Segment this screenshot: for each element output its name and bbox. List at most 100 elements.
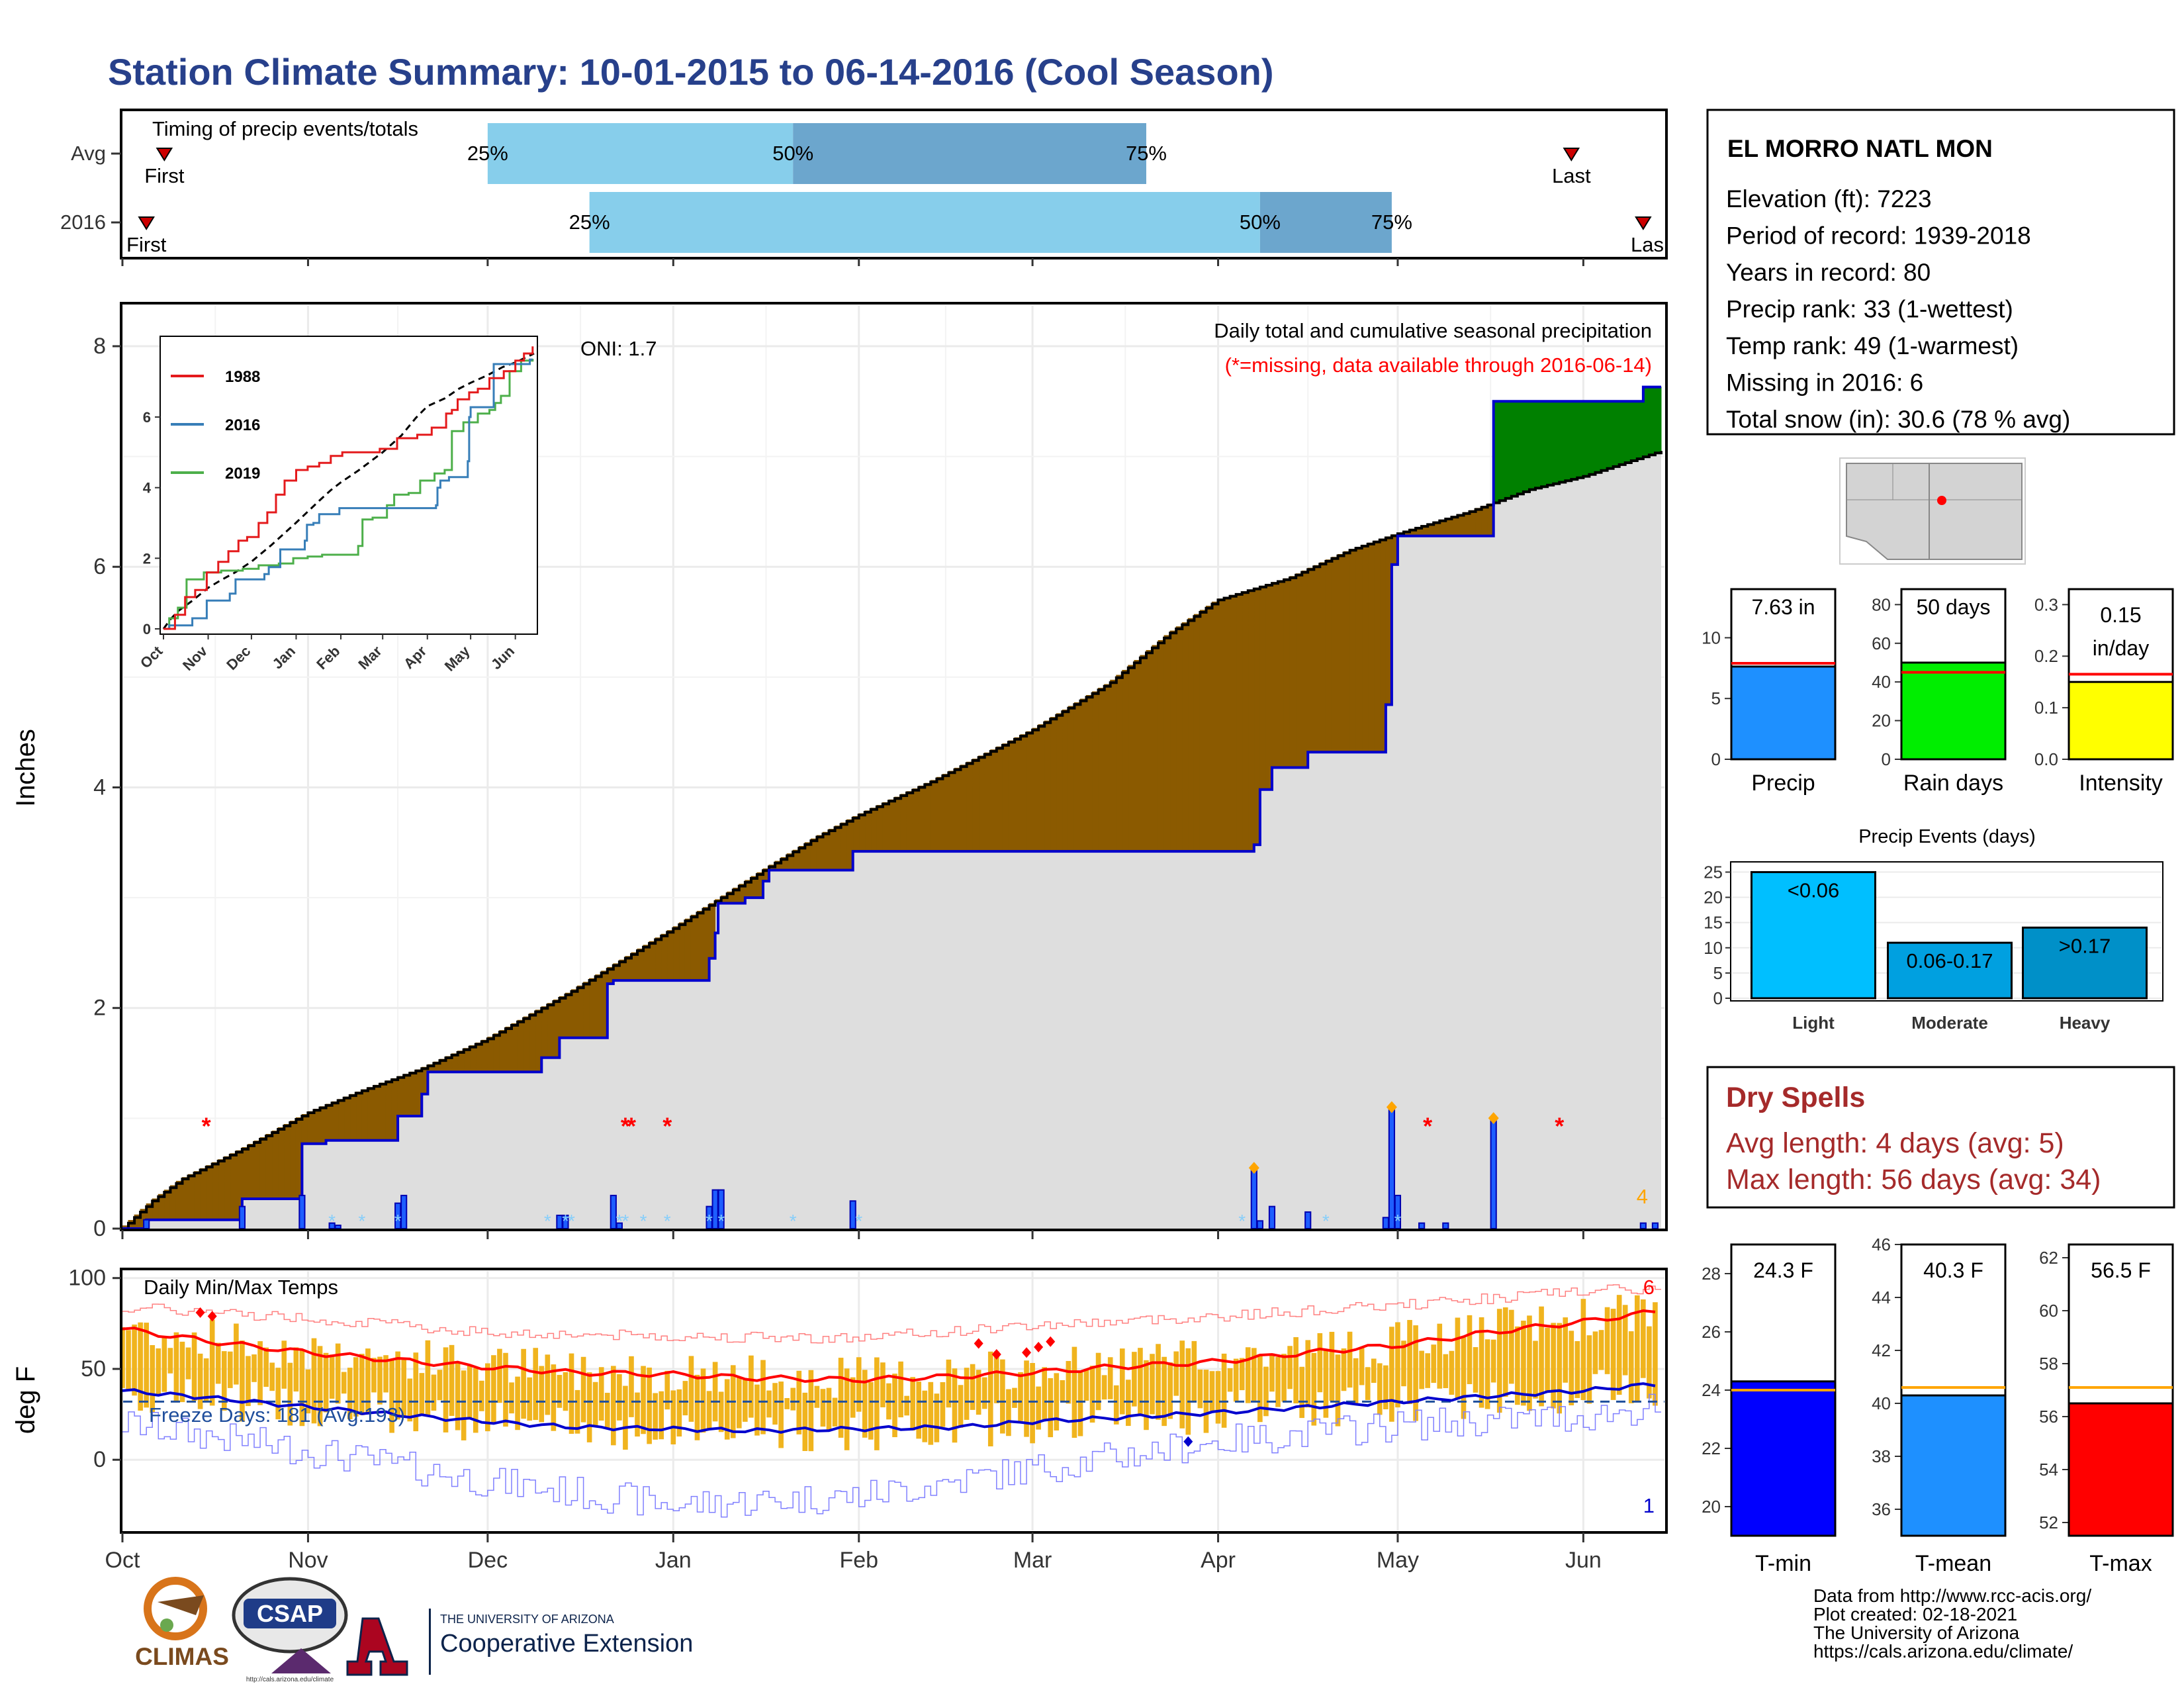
station-location-marker [1937, 496, 1946, 505]
temp-summary-ytick-label: 38 [1872, 1446, 1891, 1466]
snow-marker: * [717, 1211, 725, 1231]
dry-spells-title: Dry Spells [1726, 1082, 1865, 1113]
daily-temp-range-bar [1502, 1307, 1508, 1397]
page-title: Station Climate Summary: 10-01-2015 to 0… [108, 51, 1274, 93]
events-ytick-label: 5 [1713, 963, 1723, 983]
precip-events-panel: Precip Events (days) 0 5 10 15 20 25 <0.06 Ligh… [1704, 826, 2163, 1033]
daily-temp-range-bar [1604, 1307, 1610, 1374]
precip-ytick-label: 4 [93, 774, 106, 800]
daily-temp-range-bar [431, 1374, 437, 1411]
snow-marker: * [1394, 1211, 1401, 1231]
daily-temp-range-bar [574, 1389, 580, 1434]
record-high-marker [1034, 1342, 1044, 1353]
daily-temp-range-bar [491, 1355, 496, 1423]
inset-average-line [162, 352, 535, 630]
timing-row-label: 2016 [60, 211, 106, 234]
daily-temp-range-bar [904, 1395, 909, 1416]
daily-temp-range-bar [551, 1364, 557, 1431]
daily-temp-range-bar [850, 1377, 856, 1418]
daily-temp-range-bar [323, 1352, 329, 1413]
summary-bar-value-label: 50 days [1916, 595, 1990, 619]
month-label: Dec [468, 1548, 508, 1573]
snow-marker: * [621, 1211, 629, 1231]
daily-temp-range-bar [1077, 1370, 1083, 1436]
temp-ytick-label: 0 [93, 1447, 106, 1472]
orange-count: 4 [1637, 1185, 1648, 1208]
daily-temp-range-bar [228, 1351, 233, 1388]
daily-temp-range-bar [497, 1348, 502, 1403]
daily-temp-range-bar [533, 1348, 539, 1421]
record-high-marker [991, 1349, 1001, 1360]
daily-temp-range-bar [826, 1387, 832, 1431]
daily-temp-range-bar [437, 1370, 443, 1401]
temp-summary-label: T-min [1755, 1551, 1811, 1576]
daily-temp-range-bar [1371, 1358, 1377, 1383]
temp-summary-value [2068, 1402, 2174, 1537]
inset-ytick-label: 6 [143, 409, 151, 426]
daily-temp-range-bar [760, 1360, 766, 1434]
temp-panel: 0 50 100 deg F Daily Min/Max Temps Freeze … [11, 1266, 1668, 1534]
daily-temp-range-bar [563, 1372, 569, 1411]
daily-temp-range-bar [754, 1384, 760, 1436]
last-event-label: Last [1552, 164, 1591, 187]
daily-temp-range-bar [1616, 1295, 1622, 1395]
daily-temp-range-bar [485, 1363, 490, 1432]
daily-temp-range-bar [1030, 1363, 1035, 1444]
temp-summary-ytick-label: 24 [1702, 1380, 1721, 1400]
temp-summary-ytick-label: 44 [1872, 1288, 1891, 1307]
daily-temp-range-bar [461, 1370, 467, 1440]
daily-temp-range-bar [1227, 1368, 1233, 1392]
daily-precip-bar [1418, 1222, 1426, 1229]
daily-temp-range-bar [1413, 1325, 1418, 1421]
daily-temp-range-bar [1490, 1339, 1496, 1383]
temp-summary-ytick-label: 58 [2039, 1354, 2058, 1374]
daily-temp-range-bar [1144, 1360, 1149, 1430]
month-label: Feb [839, 1548, 878, 1573]
daily-temp-range-bar [569, 1353, 574, 1434]
daily-temp-range-bar [311, 1338, 317, 1424]
daily-temp-range-bar [1215, 1371, 1221, 1424]
daily-temp-range-bar [743, 1378, 748, 1422]
average-cumulative-line [122, 451, 1662, 1230]
daily-precip-bar [238, 1205, 246, 1229]
daily-temp-range-bar [144, 1323, 150, 1408]
daily-temp-range-bar [389, 1360, 394, 1433]
events-ytick-label: 25 [1704, 862, 1723, 882]
daily-temp-range-bar [987, 1351, 993, 1446]
footer-line: https://cals.arizona.edu/climate/ [1813, 1641, 2073, 1662]
daily-temp-range-bar [1042, 1367, 1048, 1421]
daily-temp-range-bar [1018, 1372, 1023, 1421]
summary-bar-value [1730, 665, 1837, 761]
daily-temp-range-bar [1299, 1366, 1305, 1419]
daily-temp-range-bar [197, 1353, 203, 1409]
daily-temp-range-bar [1647, 1326, 1652, 1399]
precip-ytick-label: 6 [93, 554, 106, 579]
daily-temp-range-bar [946, 1359, 952, 1408]
daily-temp-range-bar [1071, 1346, 1077, 1438]
daily-temp-range-bar [958, 1385, 964, 1428]
daily-precip-bar [334, 1224, 341, 1230]
daily-temp-range-bar [880, 1362, 886, 1407]
daily-temp-range-bar [1138, 1348, 1143, 1417]
daily-temp-range-bar [1347, 1331, 1353, 1388]
temp-ytick-label: 50 [81, 1356, 106, 1382]
dry-spells-frame [1706, 1066, 2175, 1209]
temp-summary-ytick-label: 40 [1872, 1393, 1891, 1413]
daily-temp-range-bar [808, 1370, 814, 1452]
temp-summary-value-label: 40.3 F [1923, 1258, 1983, 1282]
daily-temp-range-bar [964, 1368, 970, 1420]
record-high-count: 6 [1643, 1276, 1655, 1299]
daily-temp-range-bar [688, 1356, 694, 1422]
events-ytick-label: 10 [1704, 938, 1723, 958]
footer-line: Plot created: 02-18-2021 [1813, 1604, 2017, 1624]
daily-temp-range-bar [269, 1362, 275, 1391]
temp-ytick-label: 100 [68, 1266, 106, 1291]
heavy-event-marker [1488, 1112, 1499, 1125]
month-label: May [1377, 1548, 1419, 1573]
daily-temp-range-bar [467, 1365, 473, 1418]
missing-day-marker: * [202, 1112, 211, 1139]
daily-temp-range-bar [293, 1347, 299, 1392]
daily-temp-range-bar [592, 1382, 598, 1427]
